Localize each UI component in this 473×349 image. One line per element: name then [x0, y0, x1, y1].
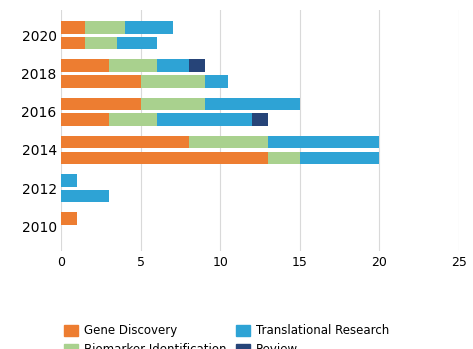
Bar: [204, 98, 300, 110]
Bar: [61, 21, 85, 34]
Bar: [189, 136, 268, 148]
Bar: [157, 113, 252, 126]
Bar: [85, 21, 125, 34]
Bar: [125, 21, 173, 34]
Legend: Gene Discovery, Biomarker Identification, Translational Research, Review: Gene Discovery, Biomarker Identification…: [60, 320, 394, 349]
Bar: [61, 136, 189, 148]
Bar: [204, 75, 228, 88]
Bar: [141, 75, 204, 88]
Bar: [61, 98, 141, 110]
Bar: [61, 59, 109, 72]
Bar: [109, 59, 157, 72]
Bar: [61, 151, 268, 164]
Bar: [268, 151, 300, 164]
Bar: [61, 37, 85, 50]
Bar: [117, 37, 157, 50]
Bar: [189, 59, 204, 72]
Bar: [85, 37, 117, 50]
Bar: [268, 136, 379, 148]
Bar: [61, 212, 78, 225]
Bar: [61, 174, 78, 187]
Bar: [157, 59, 189, 72]
Bar: [61, 113, 109, 126]
Bar: [109, 113, 157, 126]
Bar: [300, 151, 379, 164]
Bar: [61, 190, 109, 202]
Bar: [141, 98, 204, 110]
Bar: [252, 113, 268, 126]
Bar: [61, 75, 141, 88]
